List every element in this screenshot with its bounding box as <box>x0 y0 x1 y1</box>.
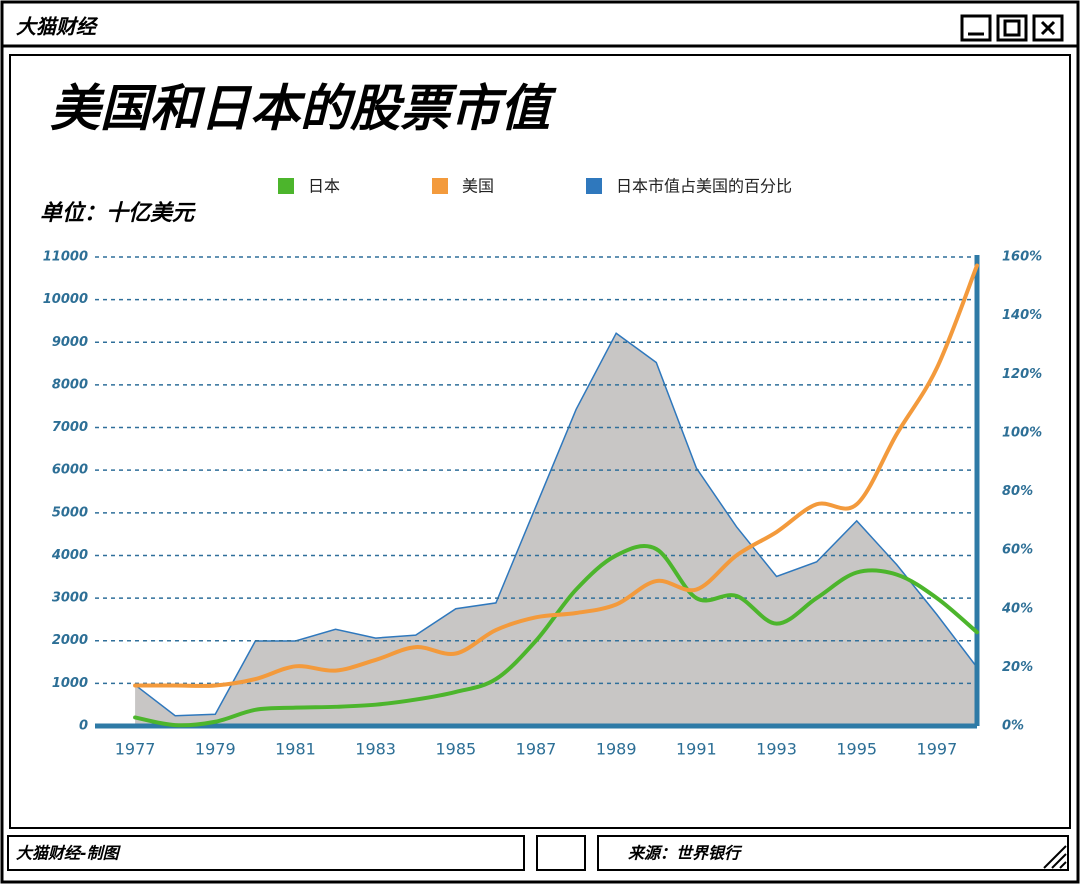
area-outline <box>134 332 978 717</box>
y-tick-label: 1000 <box>52 676 88 691</box>
y2-tick-label: 0% <box>1002 719 1024 734</box>
y2-tick-label: 160% <box>1002 250 1042 265</box>
x-tick-label: 1997 <box>917 740 958 759</box>
y2-tick-label: 40% <box>1001 601 1033 616</box>
x-tick-label: 1993 <box>756 740 797 759</box>
y2-tick-label: 20% <box>1002 660 1033 675</box>
legend-swatch <box>586 178 602 194</box>
window-title: 大猫财经 <box>16 15 99 39</box>
y-tick-label: 0 <box>79 719 88 734</box>
x-tick-label: 1977 <box>115 740 156 759</box>
y2-tick-label: 60% <box>1002 543 1033 558</box>
area <box>135 333 977 726</box>
unit-label: 单位：十亿美元 <box>40 200 196 226</box>
x-tick-label: 1985 <box>435 740 476 759</box>
chart-title: 美国和日本的股票市值 <box>50 80 557 138</box>
line <box>133 544 979 728</box>
y2-tick-label: 120% <box>1002 367 1042 382</box>
y-tick-label: 11000 <box>43 250 88 265</box>
footer-credit: 大猫财经-制图 <box>16 844 122 863</box>
footer-left-box <box>7 835 525 871</box>
line <box>133 263 979 688</box>
x-tick-label: 1989 <box>596 740 637 759</box>
maximize-icon <box>1003 19 1021 37</box>
y-tick-label: 6000 <box>52 463 88 478</box>
x-tick-label: 1981 <box>275 740 316 759</box>
legend-label: 日本市值占美国的百分比 <box>616 177 792 196</box>
legend-swatch <box>278 178 294 194</box>
x-tick-label: 1991 <box>676 740 717 759</box>
footer-source: 来源：世界银行 <box>628 844 743 863</box>
x-tick-label: 1979 <box>195 740 236 759</box>
y-tick-label: 5000 <box>52 505 88 520</box>
y2-tick-label: 80% <box>1002 484 1033 499</box>
resize-grip <box>1043 845 1067 869</box>
legend-swatch <box>432 178 448 194</box>
footer-mid-box <box>536 835 586 871</box>
close-icon <box>1040 20 1056 36</box>
x-tick-label: 1995 <box>836 740 877 759</box>
legend-label: 日本 <box>308 177 340 196</box>
y2-tick-label: 140% <box>1002 308 1042 323</box>
y-tick-label: 9000 <box>52 335 88 350</box>
y-tick-label: 8000 <box>52 377 88 392</box>
y-tick-label: 3000 <box>52 591 88 606</box>
x-tick-label: 1983 <box>355 740 396 759</box>
y-tick-label: 7000 <box>52 420 88 435</box>
footer-right-box <box>597 835 1069 871</box>
y2-tick-label: 100% <box>1002 425 1042 440</box>
legend-label: 美国 <box>462 177 494 196</box>
x-tick-label: 1987 <box>516 740 557 759</box>
y-tick-label: 2000 <box>52 633 88 648</box>
y-tick-label: 4000 <box>51 548 88 563</box>
y-tick-label: 10000 <box>43 292 88 307</box>
minimize-button[interactable] <box>960 14 992 42</box>
